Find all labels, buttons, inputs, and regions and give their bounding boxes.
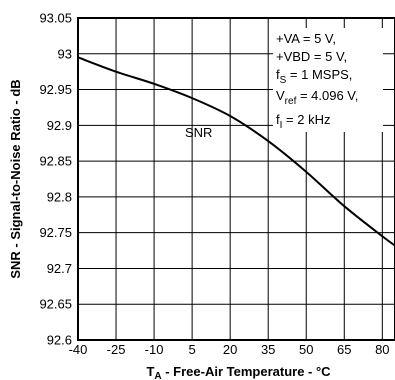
grid-lines — [77, 17, 395, 341]
annotation-line: fS = 1 MSPS, — [276, 67, 352, 86]
x-tick-label: 35 — [261, 342, 275, 357]
y-tick-label: 92.85 — [39, 154, 72, 169]
annotation: +VA = 5 V, +VBD = 5 V, fS = 1 MSPS, Vref = … — [276, 31, 358, 131]
y-tick-label: 92.7 — [47, 261, 72, 276]
y-tick-label: 92.6 — [47, 333, 72, 348]
x-tick-label: 80 — [375, 342, 389, 357]
annotation-box — [273, 28, 383, 132]
annotation-line: fI = 2 kHz — [276, 112, 330, 131]
series-lines — [77, 56, 395, 247]
y-tick-label: 92.95 — [39, 82, 72, 97]
y-tick-label: 92.75 — [39, 225, 72, 240]
y-axis-title: SNR - Signal-to-Noise Ratio - dB — [8, 79, 23, 278]
y-tick-label: 92.8 — [47, 189, 72, 204]
series-line-snr — [77, 56, 395, 247]
tick-labels: -40 -25 -10 5 20 35 50 65 80 92.6 92.65 92.7 92.75 92… — [39, 11, 389, 358]
x-tick-label: -25 — [107, 342, 126, 357]
x-tick-label: -10 — [145, 342, 164, 357]
y-tick-label: 92.9 — [47, 118, 72, 133]
series-label-snr: SNR — [185, 125, 212, 140]
y-tick-label: 93.05 — [39, 11, 72, 26]
x-axis-title: TA - Free-Air Temperature - °C — [146, 364, 331, 380]
annotation-line: Vref = 4.096 V, — [276, 88, 358, 107]
x-tick-label: 5 — [189, 342, 196, 357]
x-tick-label: -40 — [69, 342, 88, 357]
y-tick-label: 93 — [58, 46, 72, 61]
x-tick-label: 20 — [223, 342, 237, 357]
y-tick-label: 92.65 — [39, 297, 72, 312]
annotation-line: +VBD = 5 V, — [276, 49, 347, 64]
annotation-line: +VA = 5 V, — [276, 31, 336, 46]
x-tick-label: 65 — [337, 342, 351, 357]
x-tick-label: 50 — [299, 342, 313, 357]
plot-frame — [77, 17, 395, 341]
